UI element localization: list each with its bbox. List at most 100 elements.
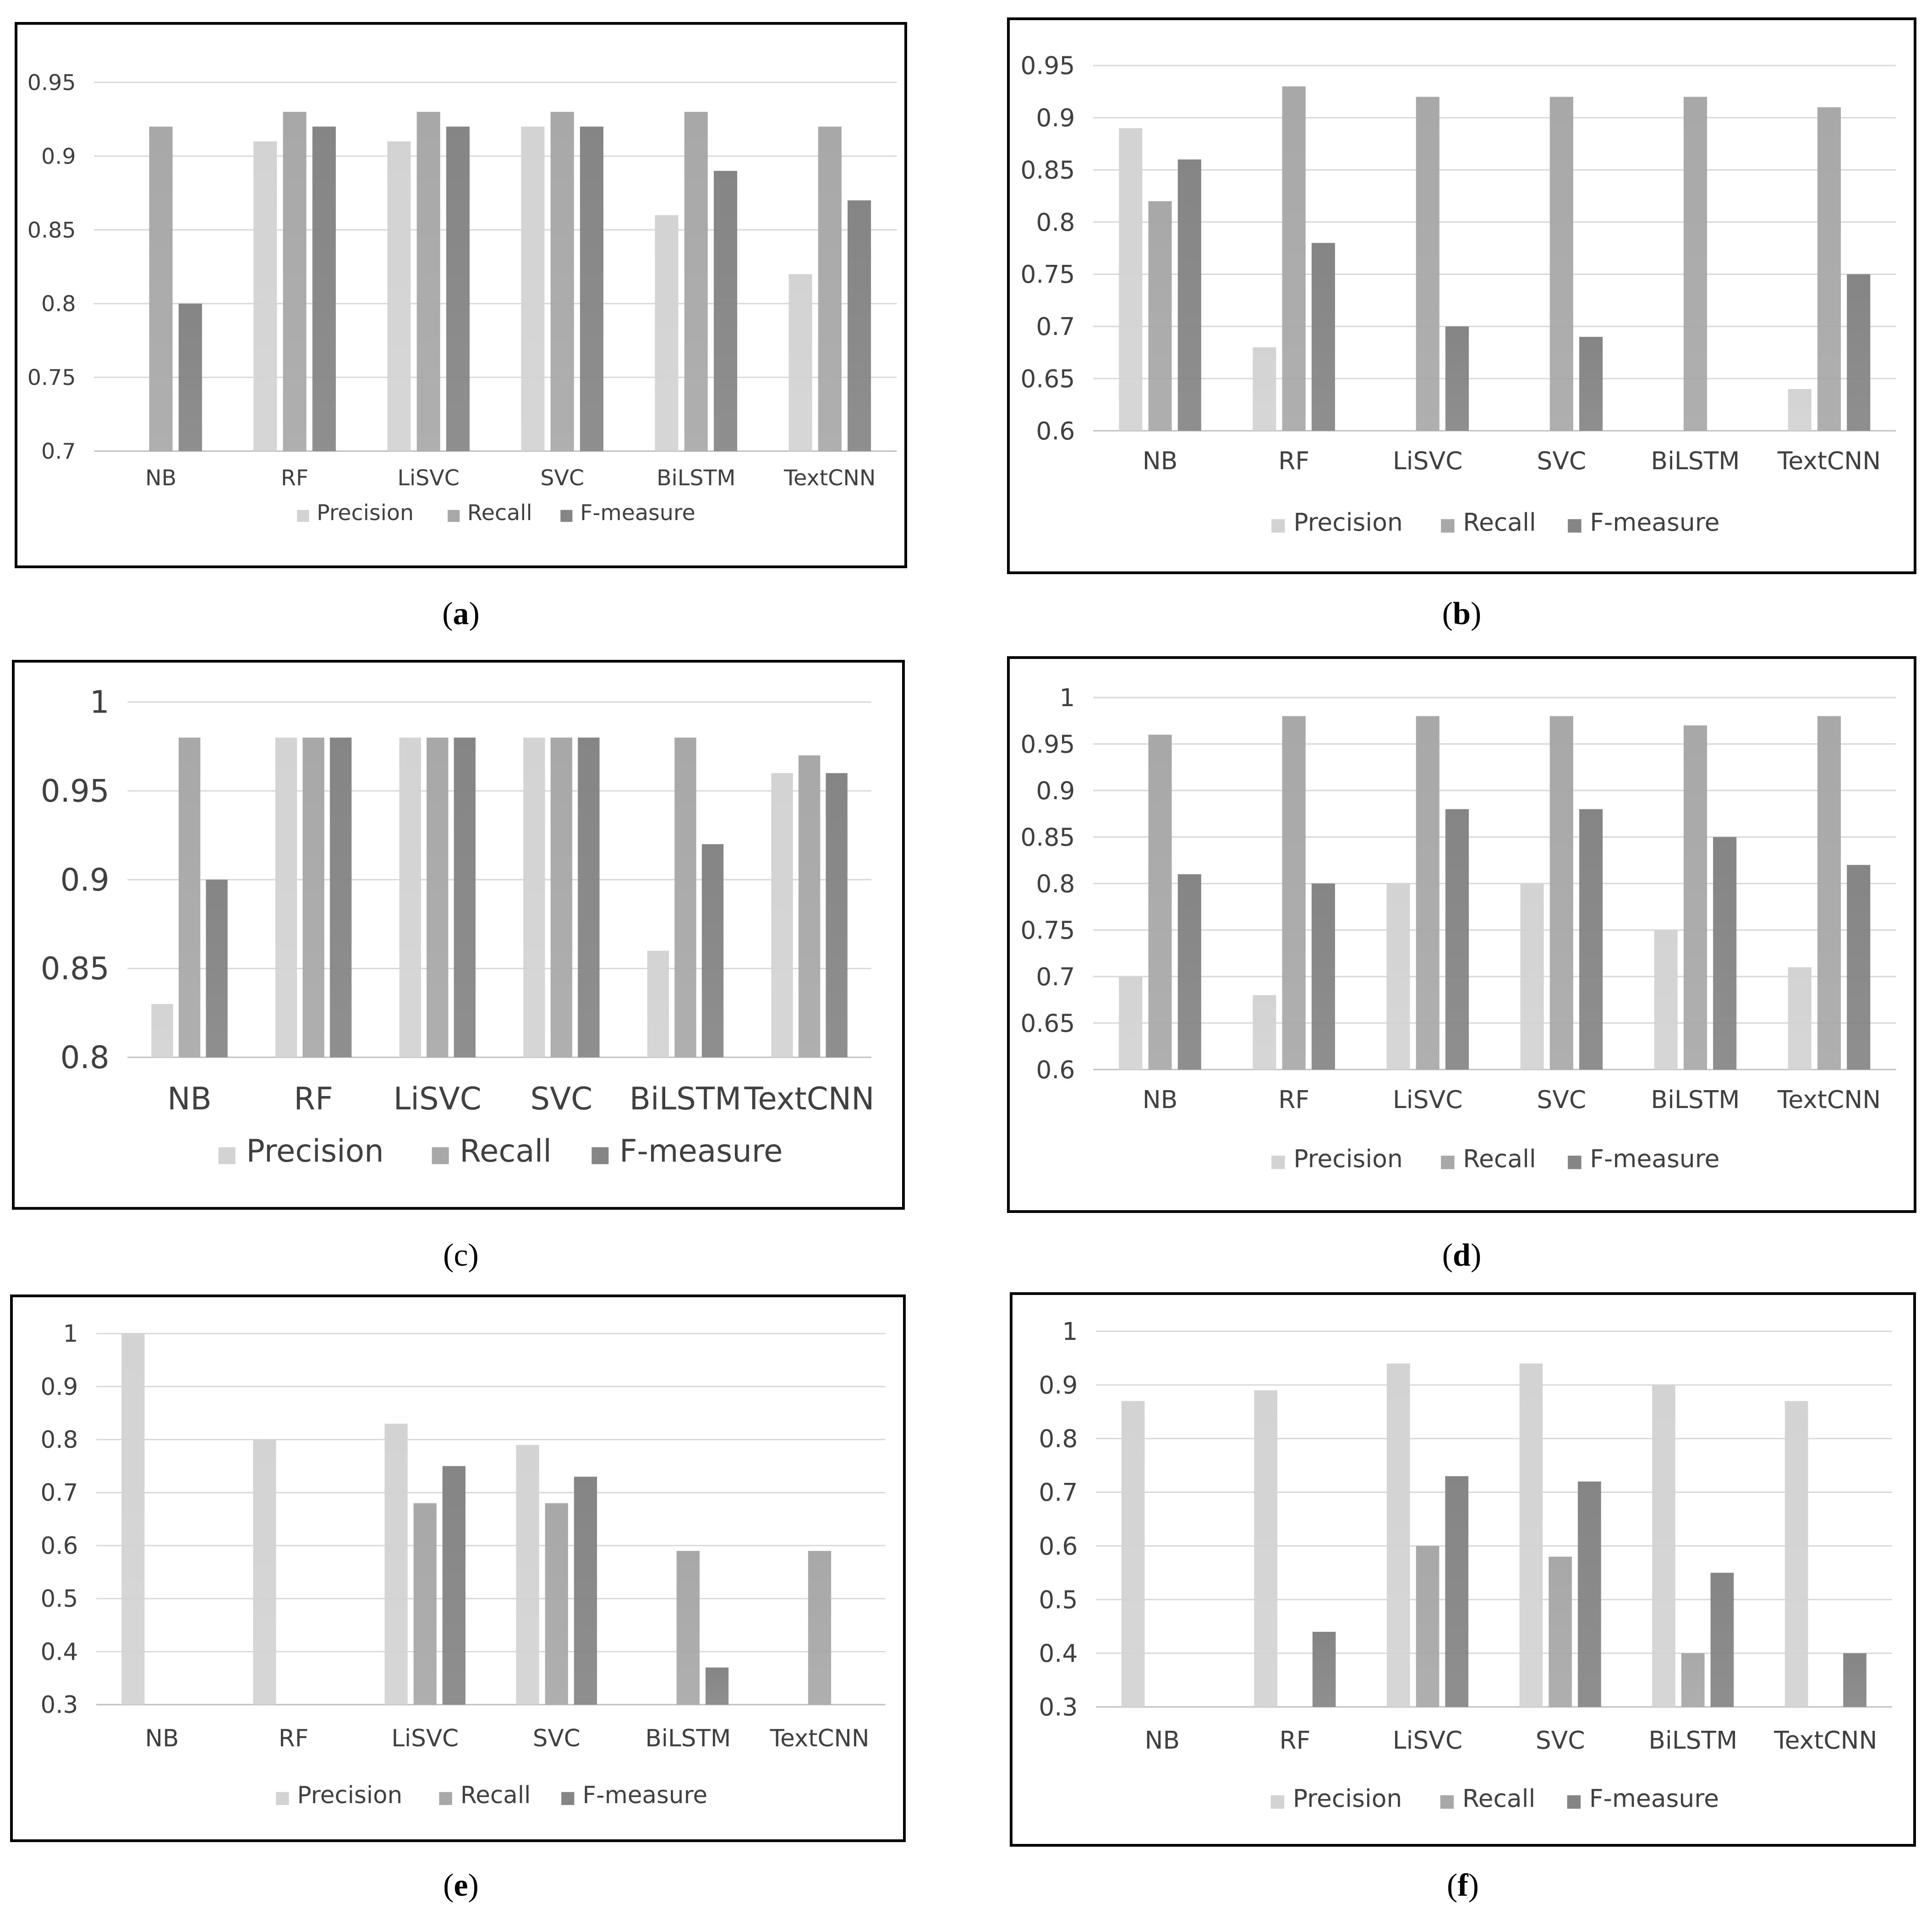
bar-recall-lisvc — [1416, 97, 1439, 431]
bar-recall-rf — [302, 737, 324, 1058]
bar-recall-svc — [1549, 1557, 1572, 1707]
bar-fmeasure-rf — [312, 126, 336, 451]
chart-a: 0.7 0.75 0.8 0.85 0.9 0.95 NB RF LiSVC SVC BiLSTM T… — [27, 70, 897, 526]
y-tick-label: 0.4 — [1039, 1639, 1078, 1668]
y-tick-label: 1 — [1059, 683, 1075, 712]
x-category-label: LiSVC — [1393, 1085, 1462, 1114]
y-tick-label: 0.85 — [1020, 823, 1075, 851]
bar-precision-svc — [516, 1445, 539, 1705]
bar-precision-lisvc — [384, 1423, 408, 1705]
legend-label-recall: Recall — [460, 1782, 531, 1809]
y-tick-label: 0.6 — [1036, 417, 1075, 445]
y-tick-label: 0.9 — [1036, 104, 1075, 132]
x-category-label: TextCNN — [1773, 1726, 1877, 1755]
caption-a: (a) — [442, 596, 480, 631]
bar-precision-textcnn — [1788, 389, 1812, 431]
bar-fmeasure-bilstm — [1713, 837, 1737, 1070]
bar-precision-rf — [253, 141, 277, 451]
bar-fmeasure-textcnn — [1847, 274, 1871, 431]
legend-label-fmeasure: F-measure — [619, 1133, 783, 1169]
x-category-label: LiSVC — [391, 1725, 459, 1752]
y-tick-label: 0.7 — [1036, 312, 1075, 341]
bar-fmeasure-nb — [1177, 159, 1201, 431]
y-tick-label: 0.7 — [1036, 962, 1075, 991]
x-category-label: RF — [1278, 1085, 1309, 1114]
y-tick-label: 0.8 — [1036, 208, 1075, 236]
bar-precision-lisvc — [399, 737, 421, 1058]
bar-precision-nb — [151, 1004, 173, 1058]
bar-fmeasure-nb — [178, 303, 202, 451]
bar-precision-textcnn — [771, 773, 793, 1058]
legend-label-precision: Precision — [317, 500, 414, 526]
legend-swatch-fmeasure — [1567, 1795, 1581, 1809]
y-tick-label: 0.9 — [41, 1373, 78, 1401]
y-tick-label: 0.7 — [1039, 1478, 1078, 1507]
x-category-label: LiSVC — [394, 1081, 482, 1117]
y-tick-label: 0.85 — [1020, 155, 1075, 184]
legend-swatch-precision — [1271, 1155, 1285, 1169]
y-tick-label: 0.65 — [1020, 1009, 1075, 1037]
legend-label-fmeasure: F-measure — [580, 500, 695, 526]
chart-frame-e: 0.3 0.4 0.5 0.6 0.7 0.8 0.9 1 NB RF LiSVC SVC BiLSTM… — [10, 1295, 906, 1842]
y-tick-label: 0.95 — [27, 70, 76, 95]
legend-swatch-fmeasure — [561, 1792, 575, 1805]
x-category-label: TextCNN — [1777, 446, 1881, 475]
legend-label-fmeasure: F-measure — [1590, 508, 1719, 537]
legend-swatch-precision — [218, 1147, 235, 1164]
legend-swatch-precision — [1270, 1795, 1285, 1809]
x-category-label: NB — [145, 466, 176, 491]
caption-c: (c) — [443, 1238, 479, 1273]
y-tick-label: 0.8 — [41, 1426, 78, 1454]
bar-fmeasure-svc — [574, 1476, 597, 1705]
bar-recall-bilstm — [1683, 725, 1707, 1070]
y-tick-label: 0.75 — [1020, 916, 1075, 944]
caption-d: (d) — [1442, 1238, 1482, 1273]
bar-recall-nb — [149, 126, 173, 451]
y-tick-label: 0.9 — [60, 862, 109, 898]
y-tick-label: 0.3 — [41, 1691, 78, 1719]
bar-fmeasure-rf — [1311, 883, 1335, 1070]
x-category-label: RF — [1279, 1726, 1310, 1755]
x-category-label: BiLSTM — [1651, 1085, 1740, 1114]
y-tick-label: 0.6 — [1039, 1531, 1078, 1560]
bar-fmeasure-textcnn — [1843, 1653, 1866, 1707]
legend-label-recall: Recall — [460, 1133, 552, 1169]
bar-recall-lisvc — [1416, 716, 1439, 1070]
legend-label-fmeasure: F-measure — [583, 1782, 708, 1809]
bar-recall-bilstm — [674, 737, 696, 1058]
chart-frame-a: 0.7 0.75 0.8 0.85 0.9 0.95 NB RF LiSVC SVC BiLSTM T… — [15, 22, 907, 568]
x-category-label: RF — [281, 466, 308, 491]
x-category-label: TextCNN — [783, 466, 876, 491]
legend-swatch-precision — [297, 510, 309, 522]
caption-f: (f) — [1447, 1868, 1479, 1903]
bar-recall-textcnn — [1817, 716, 1841, 1070]
y-tick-label: 0.4 — [41, 1638, 78, 1666]
bar-recall-lisvc — [427, 737, 449, 1058]
bar-precision-nb — [1119, 128, 1143, 431]
legend-swatch-fmeasure — [1568, 519, 1582, 533]
bar-recall-svc — [550, 112, 574, 451]
bar-precision-textcnn — [788, 274, 812, 451]
bar-recall-rf — [1282, 86, 1306, 431]
x-category-label: SVC — [1537, 1085, 1586, 1114]
y-tick-label: 0.8 — [1039, 1424, 1078, 1453]
bar-fmeasure-textcnn — [848, 200, 871, 451]
y-tick-label: 0.85 — [27, 218, 76, 243]
bar-fmeasure-rf — [1311, 243, 1335, 431]
legend-swatch-fmeasure — [591, 1147, 609, 1164]
chart-frame-b: 0.6 0.65 0.7 0.75 0.8 0.85 0.9 0.95 NB RF LiSVC SVC… — [1007, 17, 1916, 574]
y-tick-label: 1 — [1062, 1317, 1078, 1346]
bar-precision-bilstm — [1652, 1385, 1675, 1707]
bar-precision-textcnn — [1784, 1401, 1808, 1707]
legend-swatch-recall — [439, 1792, 452, 1805]
y-tick-label: 0.95 — [1020, 51, 1075, 80]
chart-frame-f: 0.3 0.4 0.5 0.6 0.7 0.8 0.9 1 NB RF LiSVC SVC BiLSTM… — [1010, 1292, 1916, 1847]
bar-fmeasure-bilstm — [1710, 1573, 1734, 1707]
y-tick-label: 0.8 — [60, 1040, 109, 1075]
bar-fmeasure-lisvc — [1445, 326, 1469, 431]
caption-e: (e) — [443, 1868, 479, 1903]
bar-fmeasure-lisvc — [1445, 1476, 1469, 1707]
bar-recall-bilstm — [676, 1551, 700, 1705]
x-category-label: NB — [167, 1081, 212, 1117]
y-tick-label: 0.6 — [1036, 1055, 1075, 1084]
